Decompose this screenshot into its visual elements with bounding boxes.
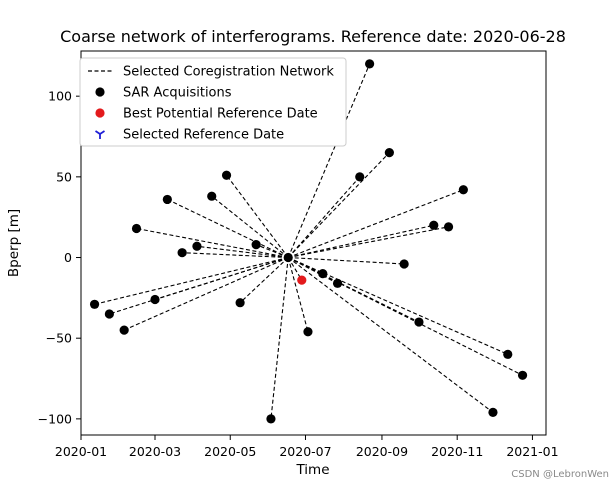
legend-items: Selected Coregistration Network SAR Acqui… <box>88 65 334 143</box>
legend-label: Selected Coregistration Network <box>123 65 334 80</box>
network-edge <box>94 256 289 305</box>
sar-acquisition-point <box>414 317 424 327</box>
sar-acquisition-point <box>384 148 394 158</box>
x-axis-title: Time <box>295 462 329 478</box>
y-tick-label: 0 <box>64 250 72 265</box>
network-hub-point <box>283 252 293 263</box>
sar-acquisition-point <box>266 414 276 424</box>
network-edge <box>270 257 289 419</box>
network-edge <box>287 63 371 258</box>
sar-acquisition-point <box>89 299 100 309</box>
network-edge <box>288 226 449 259</box>
sar-acquisition-point <box>177 248 187 258</box>
network-edge <box>287 257 494 413</box>
sar-acquisition-point <box>458 185 468 195</box>
network-edge <box>123 257 289 331</box>
network-edge <box>154 256 289 300</box>
x-tick-label: 2020-01 <box>55 444 107 459</box>
sar-acquisition-point <box>332 278 343 288</box>
legend-item: Selected Reference Date <box>95 128 284 143</box>
y-axis-title: Bperp [m] <box>6 209 22 277</box>
sar-acquisition-point <box>488 407 498 418</box>
sar-acquisition-point <box>207 191 217 201</box>
plot-frame <box>80 50 547 436</box>
network-edge <box>167 198 289 259</box>
network-edge <box>182 252 289 259</box>
sar-acquisition-point <box>235 298 245 308</box>
sar-acquisition-point <box>131 223 142 234</box>
sar-acquisition-point <box>355 172 365 182</box>
sar-acquisition-point <box>303 327 313 337</box>
x-tick-label: 2020-05 <box>204 444 256 459</box>
y-tick-label: −100 <box>38 411 72 426</box>
sar-acquisition-point <box>318 269 328 279</box>
legend-swatch-dot <box>95 87 105 97</box>
network-edge <box>211 195 289 258</box>
network-edge <box>196 245 289 259</box>
chart-title: Coarse network of interferograms. Refere… <box>60 27 566 46</box>
x-tick-label: 2020-07 <box>279 444 331 459</box>
legend-label: Best Potential Reference Date <box>123 107 318 122</box>
x-tick-label: 2020-11 <box>431 444 483 459</box>
sar-acquisition-point <box>517 370 528 380</box>
network-edge <box>287 176 361 258</box>
y-tick-label: −50 <box>46 331 72 346</box>
sar-acquisition-point <box>399 259 409 269</box>
sar-acquisition-point <box>119 325 129 335</box>
sar-acquisition-point <box>443 222 454 232</box>
network-edge <box>287 152 390 258</box>
best-potential-reference-point <box>297 275 307 285</box>
acquisition-points <box>89 59 528 424</box>
legend-label: SAR Acquisitions <box>123 86 232 101</box>
x-tick-label: 2020-03 <box>129 444 181 459</box>
x-tick-label: 2020-09 <box>356 444 408 459</box>
sar-acquisition-point <box>251 240 261 250</box>
network-edge <box>226 174 289 258</box>
sar-acquisition-point <box>150 294 160 305</box>
network-edge <box>288 189 464 259</box>
legend-item: SAR Acquisitions <box>95 86 232 101</box>
sar-acquisition-point <box>221 170 232 180</box>
x-axis-ticks: 2020-01 2020-03 2020-05 2020-07 2020-09 2020-… <box>55 435 559 459</box>
network-edge <box>136 227 289 259</box>
network-edge <box>287 257 309 332</box>
sar-acquisition-point <box>104 309 114 319</box>
legend-swatch-dot <box>95 108 105 118</box>
y-tick-label: 100 <box>48 89 72 104</box>
sar-acquisition-point <box>162 194 172 205</box>
network-edge <box>288 224 434 259</box>
legend: Selected Coregistration Network SAR Acqui… <box>79 57 347 147</box>
y-tick-label: 50 <box>56 169 72 184</box>
sar-acquisition-point <box>429 220 439 230</box>
y-axis-ticks: 100 50 0 −50 −100 <box>38 89 81 426</box>
legend-label: Selected Reference Date <box>123 128 284 143</box>
sar-acquisition-point <box>503 349 513 359</box>
network-edge <box>239 257 289 304</box>
legend-box <box>79 57 347 147</box>
sar-acquisition-point <box>192 241 202 251</box>
network-edge <box>288 256 405 265</box>
legend-swatch-tri-down <box>95 130 105 139</box>
network-edge <box>255 244 289 259</box>
legend-item: Best Potential Reference Date <box>95 107 318 122</box>
legend-item: Selected Coregistration Network <box>88 65 334 80</box>
x-tick-label: 2021-01 <box>506 444 558 459</box>
sar-acquisition-point <box>365 59 375 69</box>
network-edge <box>287 257 523 376</box>
watermark: CSDN @LebronWen <box>511 469 609 480</box>
